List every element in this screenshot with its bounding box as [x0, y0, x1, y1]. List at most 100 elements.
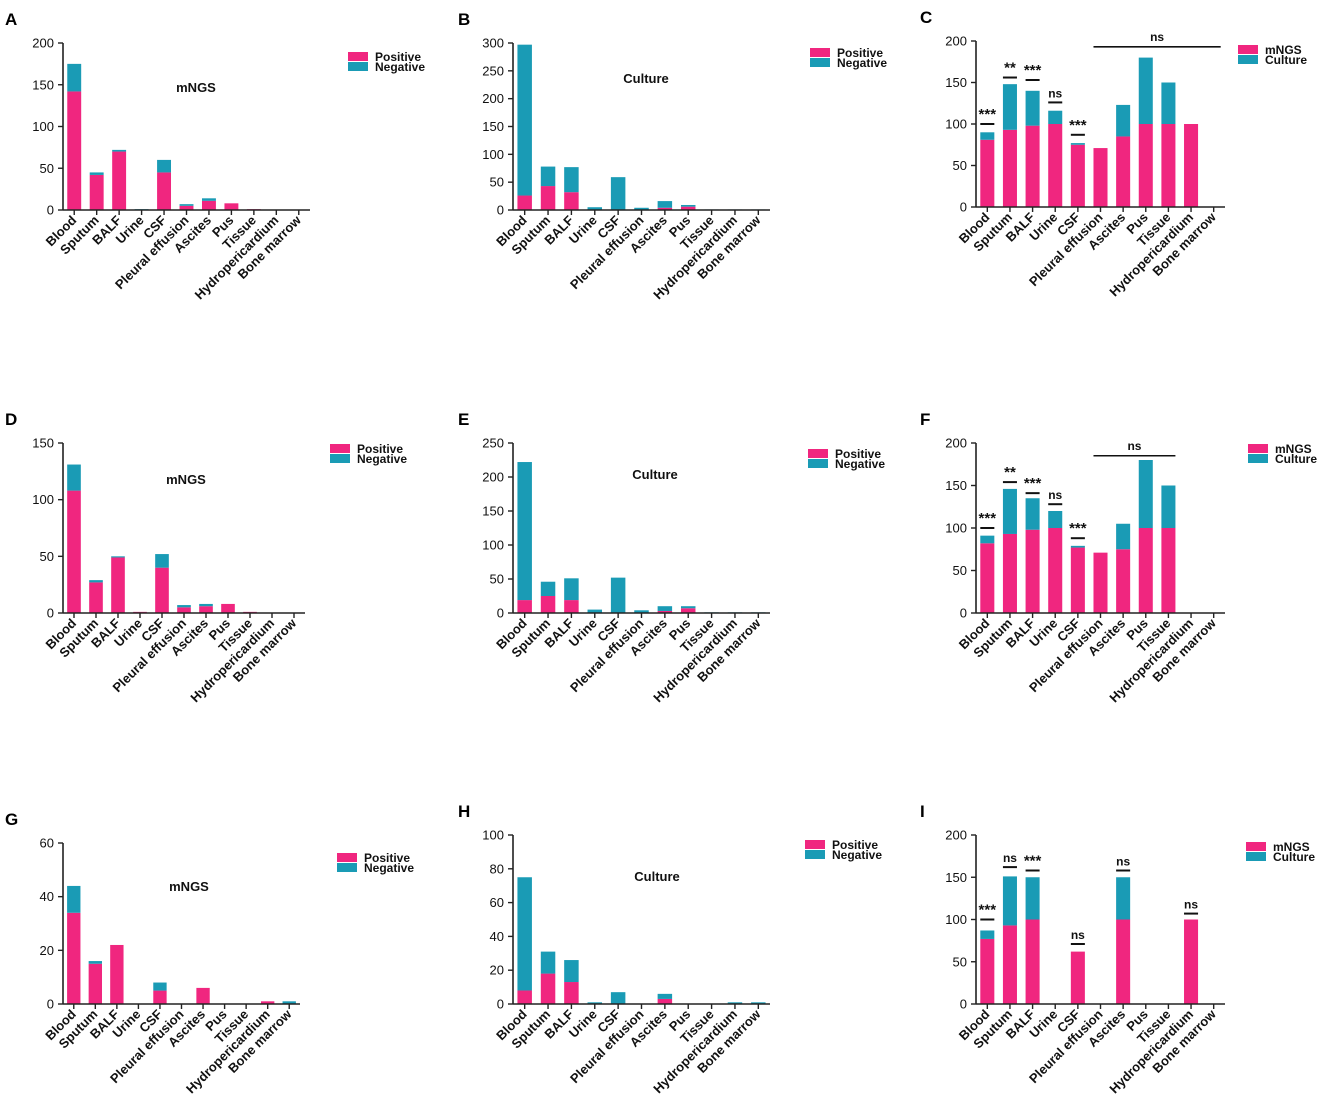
bar-teal — [680, 606, 696, 609]
bar-teal — [980, 930, 995, 939]
panel-label: I — [920, 802, 925, 821]
group-significance-label: ns — [1127, 439, 1141, 453]
chart-title: Culture — [623, 71, 669, 86]
bar-teal — [1002, 488, 1017, 534]
bar-pink — [1116, 919, 1131, 1004]
bar-pink — [657, 610, 673, 613]
y-tick-label: 100 — [32, 492, 54, 507]
legend-label: Negative — [364, 861, 414, 875]
y-tick-label: 0 — [47, 203, 54, 218]
bar-pink — [196, 987, 210, 1004]
y-tick-label: 20 — [40, 943, 54, 958]
bar-teal — [564, 578, 579, 601]
legend-swatch — [1246, 852, 1266, 861]
panel-label: C — [920, 8, 932, 27]
bar-pink — [89, 174, 104, 210]
bar-teal — [610, 992, 626, 1004]
bar-teal — [67, 464, 81, 491]
legend-label: Positive — [835, 447, 881, 461]
y-tick-label: 150 — [945, 870, 967, 885]
bar-pink — [88, 963, 102, 1004]
bar-teal — [282, 1001, 296, 1004]
legend-label: mNGS — [1275, 442, 1312, 456]
y-tick-label: 0 — [497, 606, 504, 621]
chart-title: Culture — [632, 467, 678, 482]
bar-pink — [980, 543, 995, 613]
bar-pink — [1070, 547, 1085, 613]
chart-panel-i: I050100150200BloodSputumBALFUrineCSFPleu… — [920, 802, 1315, 1096]
y-tick-label: 200 — [945, 34, 967, 49]
bar-pink — [1161, 528, 1176, 613]
bar-pink — [157, 172, 172, 210]
bar-teal — [980, 132, 995, 140]
bar-teal — [201, 198, 216, 201]
significance-label: ** — [1004, 464, 1016, 481]
bar-pink — [1093, 552, 1108, 613]
legend-label: Culture — [1273, 850, 1315, 864]
chart-panel-e: E050100150200250BloodSputumBALFUrineCSFP… — [458, 410, 885, 705]
legend-swatch — [330, 454, 350, 463]
bar-teal — [88, 961, 102, 964]
significance-label: *** — [1024, 852, 1042, 869]
bar-pink — [67, 490, 81, 613]
y-tick-label: 0 — [960, 606, 967, 621]
bar-teal — [89, 172, 104, 175]
bar-pink — [201, 200, 216, 210]
bar-pink — [67, 912, 81, 1004]
significance-label: ns — [1116, 854, 1130, 868]
bar-pink — [980, 938, 995, 1004]
y-tick-label: 40 — [490, 929, 504, 944]
bar-teal — [1048, 110, 1063, 124]
bar-teal — [517, 877, 532, 991]
panel-label: H — [458, 802, 470, 821]
bar-teal — [1048, 511, 1063, 528]
bar-teal — [1116, 523, 1131, 550]
panel-label: G — [5, 810, 18, 829]
bar-teal — [67, 885, 81, 913]
y-tick-label: 200 — [482, 91, 504, 106]
bar-pink — [1002, 533, 1017, 613]
legend-swatch — [808, 459, 828, 468]
bar-teal — [540, 951, 556, 974]
bar-pink — [517, 195, 532, 210]
chart-panel-f: F050100150200BloodSputumBALFUrineCSFPleu… — [920, 410, 1317, 705]
chart-title: mNGS — [169, 879, 209, 894]
bar-teal — [89, 580, 103, 583]
bar-pink — [1184, 919, 1199, 1004]
bar-teal — [751, 1002, 766, 1004]
y-tick-label: 100 — [482, 828, 504, 843]
legend-label: Positive — [837, 46, 883, 60]
bar-pink — [179, 205, 194, 210]
bar-teal — [1138, 57, 1153, 124]
significance-label: ns — [1048, 86, 1062, 100]
significance-label: ** — [1004, 60, 1016, 77]
legend-label: Negative — [835, 457, 885, 471]
bar-teal — [634, 610, 649, 613]
bar-pink — [1138, 528, 1153, 613]
significance-label: *** — [979, 106, 997, 123]
legend-swatch — [337, 863, 357, 872]
legend-label: Positive — [364, 851, 410, 865]
y-tick-label: 50 — [953, 954, 967, 969]
bar-pink — [1070, 951, 1085, 1004]
y-tick-label: 100 — [945, 521, 967, 536]
y-tick-label: 150 — [32, 436, 54, 451]
y-tick-label: 60 — [40, 836, 54, 851]
legend-label: Positive — [357, 442, 403, 456]
bar-pink — [1161, 124, 1176, 207]
y-tick-label: 0 — [960, 200, 967, 215]
bar-teal — [587, 1002, 603, 1004]
bar-teal — [657, 606, 673, 611]
bar-pink — [1093, 148, 1108, 207]
legend-swatch — [1246, 842, 1266, 851]
legend-swatch — [330, 444, 350, 453]
y-tick-label: 50 — [40, 549, 54, 564]
bar-pink — [1025, 125, 1040, 207]
legend-label: mNGS — [1273, 840, 1310, 854]
bar-pink — [564, 192, 579, 210]
chart-panel-a: A050100150200BloodSputumBALFUrineCSFPleu… — [5, 10, 425, 302]
bar-pink — [980, 139, 995, 207]
y-tick-label: 40 — [40, 889, 54, 904]
